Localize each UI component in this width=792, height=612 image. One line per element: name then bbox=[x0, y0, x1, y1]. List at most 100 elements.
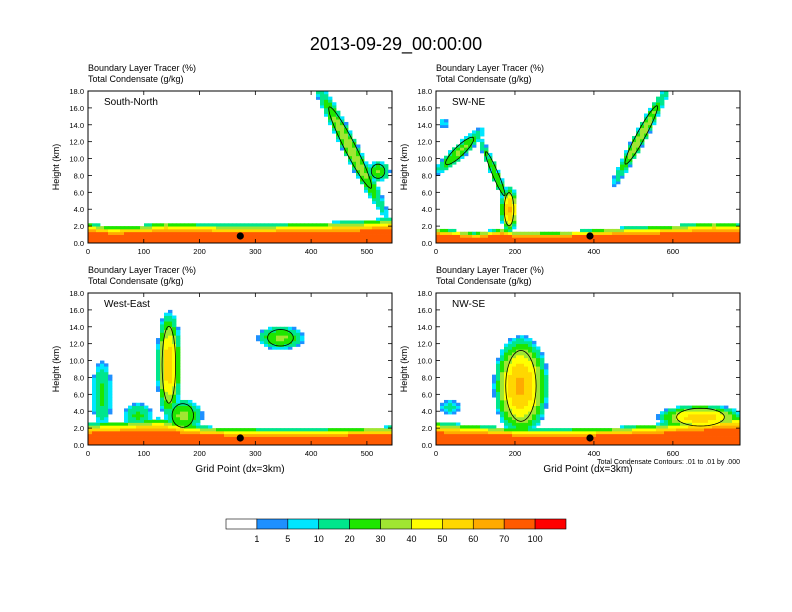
location-marker bbox=[236, 434, 244, 442]
field-cell bbox=[136, 425, 141, 429]
colorbar-label: 1 bbox=[254, 534, 259, 544]
field-cell bbox=[492, 425, 497, 429]
field-cell bbox=[704, 234, 709, 238]
field-cell bbox=[492, 161, 497, 165]
field-cell bbox=[316, 240, 321, 244]
field-cell bbox=[172, 391, 177, 395]
field-cell bbox=[256, 338, 261, 342]
field-cell bbox=[572, 430, 577, 435]
y-tick-label: 6.0 bbox=[74, 188, 84, 197]
field-cell bbox=[684, 223, 689, 227]
field-cell bbox=[548, 234, 553, 238]
colorbar-label: 30 bbox=[376, 534, 386, 544]
field-cell bbox=[96, 366, 101, 370]
field-cell bbox=[104, 366, 109, 370]
field-cell bbox=[572, 433, 577, 437]
field-cell bbox=[168, 394, 173, 398]
field-cell bbox=[732, 433, 737, 437]
field-cell bbox=[172, 405, 177, 409]
field-cell bbox=[632, 136, 637, 140]
field-cell bbox=[356, 158, 361, 162]
field-cell bbox=[652, 121, 657, 126]
field-cell bbox=[128, 408, 133, 412]
field-cell bbox=[372, 439, 377, 443]
field-cell bbox=[272, 326, 277, 330]
field-cell bbox=[684, 430, 689, 435]
field-cell bbox=[196, 408, 201, 412]
field-cell bbox=[120, 428, 125, 432]
field-cell bbox=[240, 430, 245, 435]
field-cell bbox=[464, 136, 469, 140]
field-cell bbox=[636, 138, 641, 143]
field-cell bbox=[148, 436, 153, 440]
field-cell bbox=[132, 425, 137, 429]
field-cell bbox=[516, 335, 521, 339]
condensate-contour bbox=[484, 151, 506, 197]
field-cell bbox=[148, 408, 153, 412]
field-cell bbox=[440, 425, 445, 429]
field-cell bbox=[500, 197, 505, 202]
field-cell bbox=[552, 436, 557, 440]
field-cell bbox=[476, 442, 481, 446]
field-cell bbox=[248, 436, 253, 440]
field-cell bbox=[492, 394, 497, 398]
field-cell bbox=[544, 383, 549, 387]
field-cell bbox=[720, 411, 725, 415]
field-cell bbox=[120, 430, 125, 435]
field-cell bbox=[540, 430, 545, 435]
field-cell bbox=[220, 433, 225, 437]
field-cell bbox=[380, 195, 385, 199]
field-cell bbox=[548, 430, 553, 435]
field-cell bbox=[656, 430, 661, 435]
field-cell bbox=[168, 430, 173, 435]
field-cell bbox=[476, 237, 481, 241]
field-cell bbox=[100, 371, 105, 376]
field-cell bbox=[504, 371, 509, 376]
field-cell bbox=[136, 414, 141, 418]
field-cell bbox=[268, 335, 273, 339]
field-cell bbox=[520, 388, 525, 392]
field-cell bbox=[324, 436, 329, 440]
field-cell bbox=[356, 433, 361, 437]
field-cell bbox=[292, 340, 297, 345]
field-cell bbox=[544, 439, 549, 443]
field-cell bbox=[252, 436, 257, 440]
field-cell bbox=[724, 223, 729, 227]
field-cell bbox=[276, 338, 281, 342]
field-cell bbox=[720, 442, 725, 446]
field-cell bbox=[508, 200, 513, 204]
field-cell bbox=[236, 223, 241, 227]
field-cell bbox=[176, 377, 181, 381]
field-cell bbox=[272, 433, 277, 437]
field-cell bbox=[368, 192, 373, 196]
field-cell bbox=[516, 399, 521, 404]
field-cell bbox=[196, 416, 201, 421]
field-cell bbox=[616, 231, 621, 235]
field-cell bbox=[724, 425, 729, 429]
field-cell bbox=[712, 419, 717, 423]
field-cell bbox=[528, 349, 533, 353]
field-cell bbox=[720, 439, 725, 443]
field-cell bbox=[176, 416, 181, 421]
field-cell bbox=[168, 335, 173, 339]
field-cell bbox=[308, 433, 313, 437]
field-cell bbox=[168, 240, 173, 244]
field-cell bbox=[172, 352, 177, 356]
field-cell bbox=[168, 425, 173, 429]
field-cell bbox=[148, 428, 153, 432]
field-cell bbox=[456, 430, 461, 435]
field-cell bbox=[324, 105, 329, 109]
field-cell bbox=[380, 428, 385, 432]
field-cell bbox=[360, 439, 365, 443]
field-cell bbox=[168, 385, 173, 390]
field-cell bbox=[104, 231, 109, 235]
field-cell bbox=[184, 422, 189, 426]
field-cell bbox=[340, 136, 345, 140]
field-cell bbox=[316, 231, 321, 235]
field-cell bbox=[212, 226, 217, 230]
field-cell bbox=[128, 416, 133, 421]
field-cell bbox=[128, 237, 133, 241]
field-cell bbox=[632, 228, 637, 233]
field-cell bbox=[736, 422, 741, 426]
field-cell bbox=[532, 374, 537, 378]
